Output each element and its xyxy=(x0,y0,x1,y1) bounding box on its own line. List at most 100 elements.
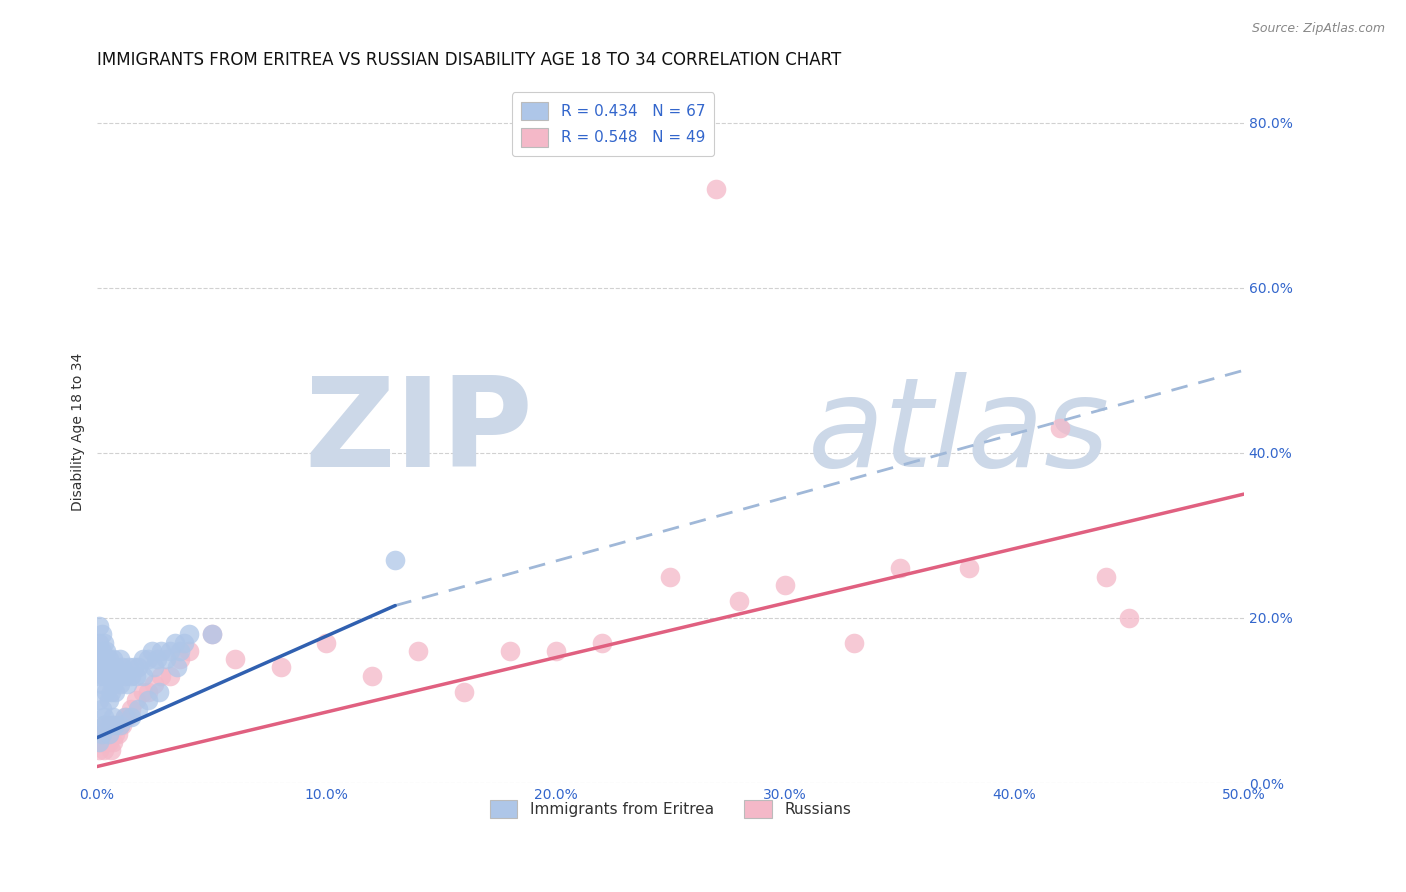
Point xyxy=(108,677,131,691)
Point xyxy=(93,718,115,732)
Point xyxy=(93,636,115,650)
Point xyxy=(115,677,138,691)
Point xyxy=(97,669,120,683)
Point xyxy=(104,685,127,699)
Point xyxy=(114,710,136,724)
Point xyxy=(166,660,188,674)
Point xyxy=(150,669,173,683)
Point xyxy=(773,578,796,592)
Point xyxy=(224,652,246,666)
Point xyxy=(89,735,111,749)
Point xyxy=(120,669,142,683)
Point xyxy=(453,685,475,699)
Point xyxy=(132,669,155,683)
Point xyxy=(114,710,136,724)
Y-axis label: Disability Age 18 to 34: Disability Age 18 to 34 xyxy=(72,353,86,511)
Point xyxy=(201,627,224,641)
Point xyxy=(89,619,111,633)
Point xyxy=(89,743,111,757)
Point xyxy=(889,561,911,575)
Point xyxy=(96,685,118,699)
Point xyxy=(136,693,159,707)
Point xyxy=(89,636,111,650)
Point xyxy=(406,644,429,658)
Point xyxy=(96,726,118,740)
Legend: Immigrants from Eritrea, Russians: Immigrants from Eritrea, Russians xyxy=(484,794,858,824)
Point xyxy=(177,627,200,641)
Point xyxy=(143,677,166,691)
Point xyxy=(136,652,159,666)
Point xyxy=(90,660,112,674)
Point xyxy=(115,710,138,724)
Point xyxy=(163,636,186,650)
Point xyxy=(169,652,191,666)
Point xyxy=(93,652,115,666)
Point xyxy=(96,718,118,732)
Point xyxy=(315,636,337,650)
Point xyxy=(93,710,115,724)
Point xyxy=(101,652,124,666)
Point xyxy=(143,660,166,674)
Point xyxy=(100,743,122,757)
Point xyxy=(90,702,112,716)
Point xyxy=(97,726,120,740)
Point xyxy=(148,685,170,699)
Point xyxy=(159,644,181,658)
Text: Source: ZipAtlas.com: Source: ZipAtlas.com xyxy=(1251,22,1385,36)
Point xyxy=(89,652,111,666)
Point xyxy=(101,710,124,724)
Point xyxy=(100,726,122,740)
Text: ZIP: ZIP xyxy=(304,372,533,492)
Point xyxy=(1118,611,1140,625)
Point xyxy=(544,644,567,658)
Point xyxy=(704,182,727,196)
Point xyxy=(107,726,129,740)
Point xyxy=(1095,569,1118,583)
Point xyxy=(177,644,200,658)
Text: atlas: atlas xyxy=(808,372,1111,492)
Point xyxy=(120,710,142,724)
Point xyxy=(93,718,115,732)
Point xyxy=(499,644,522,658)
Point xyxy=(125,669,148,683)
Point xyxy=(101,735,124,749)
Point xyxy=(108,652,131,666)
Point xyxy=(659,569,682,583)
Point xyxy=(957,561,980,575)
Point xyxy=(90,677,112,691)
Point xyxy=(201,627,224,641)
Point xyxy=(97,652,120,666)
Point xyxy=(96,660,118,674)
Point xyxy=(361,669,384,683)
Text: IMMIGRANTS FROM ERITREA VS RUSSIAN DISABILITY AGE 18 TO 34 CORRELATION CHART: IMMIGRANTS FROM ERITREA VS RUSSIAN DISAB… xyxy=(97,51,841,69)
Point xyxy=(104,726,127,740)
Point xyxy=(97,735,120,749)
Point xyxy=(127,702,149,716)
Point xyxy=(100,718,122,732)
Point xyxy=(108,718,131,732)
Point xyxy=(97,718,120,732)
Point xyxy=(90,644,112,658)
Point xyxy=(90,735,112,749)
Point xyxy=(97,693,120,707)
Point xyxy=(100,660,122,674)
Point xyxy=(101,718,124,732)
Point xyxy=(136,685,159,699)
Point xyxy=(122,660,145,674)
Point xyxy=(150,644,173,658)
Point xyxy=(90,726,112,740)
Point xyxy=(89,735,111,749)
Point xyxy=(270,660,292,674)
Point xyxy=(89,669,111,683)
Point xyxy=(155,652,177,666)
Point xyxy=(96,644,118,658)
Point xyxy=(728,594,751,608)
Point xyxy=(169,644,191,658)
Point xyxy=(100,685,122,699)
Point xyxy=(111,660,134,674)
Point xyxy=(90,726,112,740)
Point xyxy=(107,669,129,683)
Point xyxy=(114,669,136,683)
Point xyxy=(132,685,155,699)
Point xyxy=(93,669,115,683)
